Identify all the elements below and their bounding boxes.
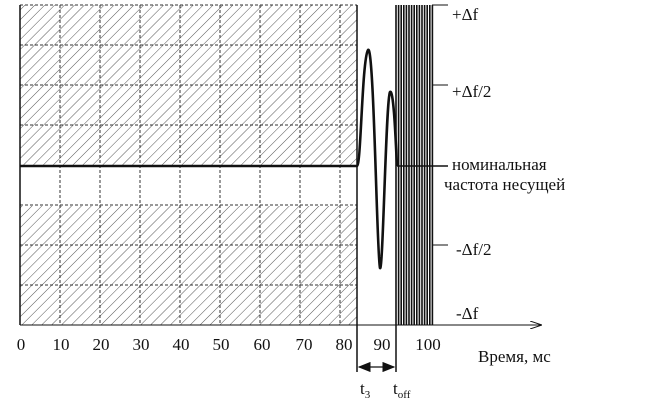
level-label-nominal-line1: номинальная <box>452 155 547 174</box>
x-tick-30: 30 <box>133 335 150 354</box>
level-label-nominal-line2: частота несущей <box>444 175 565 194</box>
x-tick-90: 90 <box>374 335 391 354</box>
x-tick-100: 100 <box>415 335 441 354</box>
level-label-minus-df: -Δf <box>456 304 479 323</box>
x-tick-labels: 0 10 20 30 40 50 60 70 80 90 100 <box>17 335 441 354</box>
level-label-minus-half-df: -Δf/2 <box>456 240 491 259</box>
x-tick-60: 60 <box>254 335 271 354</box>
x-tick-80: 80 <box>336 335 353 354</box>
t3-label: t3 <box>360 379 371 401</box>
x-tick-10: 10 <box>53 335 70 354</box>
nominal-clear-band <box>20 166 357 206</box>
x-tick-20: 20 <box>93 335 110 354</box>
x-tick-40: 40 <box>173 335 190 354</box>
x-tick-50: 50 <box>213 335 230 354</box>
level-label-plus-half-df: +Δf/2 <box>452 82 491 101</box>
x-tick-70: 70 <box>296 335 313 354</box>
off-region-stripes <box>395 5 434 325</box>
level-label-plus-df: +Δf <box>452 5 479 24</box>
frequency-trace <box>20 48 399 270</box>
toff-label: toff <box>393 379 411 401</box>
x-axis-label: Время, мс <box>478 347 551 366</box>
x-tick-0: 0 <box>17 335 26 354</box>
level-ticks <box>432 4 448 326</box>
